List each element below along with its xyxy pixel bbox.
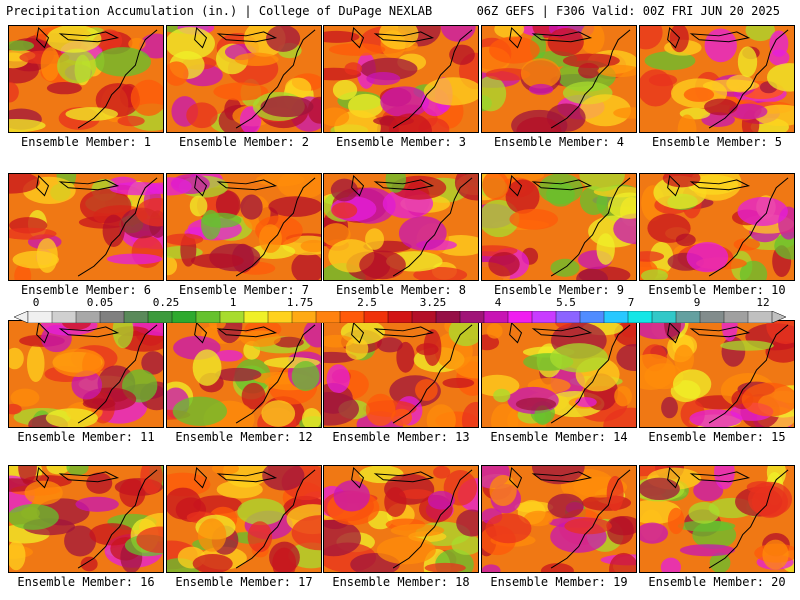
ensemble-member-label: Ensemble Member: 19 xyxy=(490,575,628,589)
ensemble-map-16 xyxy=(8,465,164,573)
colorbar-segment xyxy=(99,310,125,324)
ensemble-map-8 xyxy=(323,173,479,281)
ensemble-map-11 xyxy=(8,320,164,428)
colorbar-tick-label: 2.5 xyxy=(357,296,377,309)
colorbar-segment xyxy=(171,310,197,324)
ensemble-map-13 xyxy=(323,320,479,428)
ensemble-map-9 xyxy=(481,173,637,281)
colorbar-segment xyxy=(219,310,245,324)
colorbar-tick-label: 0 xyxy=(32,296,40,309)
colorbar-segment xyxy=(387,310,413,324)
ensemble-map-18 xyxy=(323,465,479,573)
colorbar-segment xyxy=(723,310,749,324)
colorbar-segment xyxy=(507,310,533,324)
colorbar-segment xyxy=(243,310,269,324)
ensemble-map-6 xyxy=(8,173,164,281)
ensemble-member-label: Ensemble Member: 18 xyxy=(332,575,470,589)
colorbar-segment xyxy=(363,310,389,324)
ensemble-member-label: Ensemble Member: 6 xyxy=(20,283,152,297)
colorbar-tick-label: 9 xyxy=(693,296,701,309)
ensemble-member-label: Ensemble Member: 9 xyxy=(493,283,625,297)
ensemble-member-label: Ensemble Member: 20 xyxy=(648,575,786,589)
colorbar-segment xyxy=(483,310,509,324)
ensemble-member-label: Ensemble Member: 3 xyxy=(335,135,467,149)
ensemble-member-label: Ensemble Member: 4 xyxy=(493,135,625,149)
colorbar-segment xyxy=(651,310,677,324)
ensemble-member-label: Ensemble Member: 8 xyxy=(335,283,467,297)
ensemble-map-19 xyxy=(481,465,637,573)
colorbar-segment xyxy=(411,310,437,324)
ensemble-map-15 xyxy=(639,320,795,428)
precip-colorbar xyxy=(13,308,787,324)
colorbar-segment xyxy=(459,310,485,324)
ensemble-map-5 xyxy=(639,25,795,133)
ensemble-map-7 xyxy=(166,173,322,281)
colorbar-segment xyxy=(699,310,725,324)
ensemble-map-14 xyxy=(481,320,637,428)
ensemble-member-label: Ensemble Member: 16 xyxy=(17,575,155,589)
ensemble-member-label: Ensemble Member: 14 xyxy=(490,430,628,444)
colorbar-segment xyxy=(747,310,773,324)
ensemble-member-label: Ensemble Member: 13 xyxy=(332,430,470,444)
colorbar-segment xyxy=(147,310,173,324)
colorbar-segment xyxy=(123,310,149,324)
colorbar-tick-label: 0.25 xyxy=(152,296,180,309)
colorbar-max-arrow xyxy=(771,310,787,324)
colorbar-tick-label: 7 xyxy=(627,296,635,309)
ensemble-member-label: Ensemble Member: 2 xyxy=(178,135,310,149)
colorbar-tick-label: 1 xyxy=(229,296,237,309)
ensemble-member-label: Ensemble Member: 10 xyxy=(648,283,786,297)
ensemble-member-label: Ensemble Member: 7 xyxy=(178,283,310,297)
colorbar-tick-label: 12 xyxy=(756,296,770,309)
ensemble-map-3 xyxy=(323,25,479,133)
ensemble-member-label: Ensemble Member: 5 xyxy=(651,135,783,149)
colorbar-segment xyxy=(195,310,221,324)
colorbar-segment xyxy=(75,310,101,324)
colorbar-tick-label: 0.05 xyxy=(86,296,114,309)
run-info: 06Z GEFS | F306 Valid: 00Z FRI JUN 20 20… xyxy=(476,4,780,18)
ensemble-map-1 xyxy=(8,25,164,133)
colorbar-min-arrow xyxy=(13,310,29,324)
colorbar-segment xyxy=(627,310,653,324)
colorbar-segment xyxy=(315,310,341,324)
colorbar-segment xyxy=(339,310,365,324)
ensemble-map-10 xyxy=(639,173,795,281)
colorbar-segment xyxy=(579,310,605,324)
colorbar-segment xyxy=(675,310,701,324)
ensemble-map-4 xyxy=(481,25,637,133)
colorbar-segment xyxy=(291,310,317,324)
colorbar-segment xyxy=(531,310,557,324)
ensemble-map-12 xyxy=(166,320,322,428)
colorbar-segment xyxy=(603,310,629,324)
ensemble-member-label: Ensemble Member: 1 xyxy=(20,135,152,149)
ensemble-map-20 xyxy=(639,465,795,573)
colorbar-segment xyxy=(267,310,293,324)
colorbar-segment xyxy=(27,310,53,324)
colorbar-tick-label: 5.5 xyxy=(556,296,576,309)
colorbar-tick-label: 1.75 xyxy=(286,296,314,309)
colorbar-segment xyxy=(51,310,77,324)
colorbar-tick-label: 3.25 xyxy=(419,296,447,309)
ensemble-map-17 xyxy=(166,465,322,573)
colorbar-segment xyxy=(555,310,581,324)
ensemble-member-label: Ensemble Member: 15 xyxy=(648,430,786,444)
colorbar-segment xyxy=(435,310,461,324)
ensemble-member-label: Ensemble Member: 11 xyxy=(17,430,155,444)
colorbar-tick-label: 4 xyxy=(494,296,502,309)
ensemble-map-2 xyxy=(166,25,322,133)
ensemble-member-label: Ensemble Member: 12 xyxy=(175,430,313,444)
ensemble-member-label: Ensemble Member: 17 xyxy=(175,575,313,589)
map-title: Precipitation Accumulation (in.) | Colle… xyxy=(6,4,433,18)
